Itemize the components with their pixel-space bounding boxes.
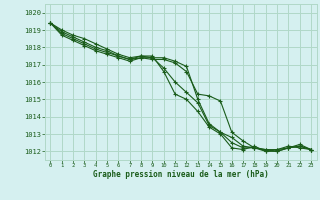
X-axis label: Graphe pression niveau de la mer (hPa): Graphe pression niveau de la mer (hPa)	[93, 170, 269, 179]
